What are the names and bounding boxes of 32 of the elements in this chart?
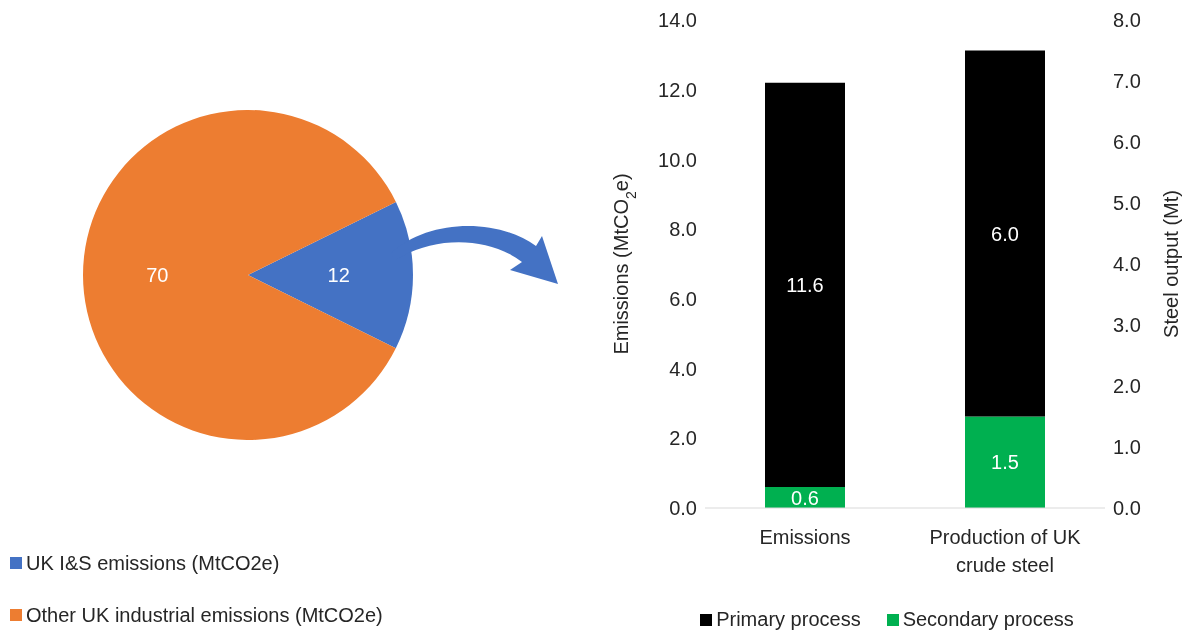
- y2-axis-title: Steel output (Mt): [1160, 190, 1182, 338]
- y-tick-label: 0.0: [669, 497, 697, 520]
- y-tick-label: 14.0: [658, 9, 697, 32]
- y-tick-label: 12.0: [658, 78, 697, 101]
- y-tick-label: 6.0: [669, 287, 697, 310]
- y2-tick-label: 2.0: [1113, 375, 1141, 398]
- y2-tick-label: 4.0: [1113, 253, 1141, 276]
- y-tick-label: 10.0: [658, 148, 697, 171]
- data-label: 0.6: [791, 486, 819, 509]
- legend-label: UK I&S emissions (MtCO2e): [26, 551, 280, 575]
- y2-tick-label: 5.0: [1113, 192, 1141, 215]
- data-label: 6.0: [991, 222, 1019, 245]
- x-tick-label: Production of UK crude steel: [929, 526, 1082, 576]
- data-label: 12: [327, 264, 350, 287]
- legend-label: Other UK industrial emissions (MtCO2e): [26, 603, 383, 627]
- y-tick-label: 2.0: [669, 427, 697, 450]
- pie-slice: [83, 110, 396, 440]
- data-label: 70: [146, 263, 169, 286]
- y2-tick-label: 0.0: [1113, 497, 1141, 520]
- y2-tick-label: 3.0: [1113, 314, 1141, 337]
- x-tick-label: Emissions: [759, 526, 851, 548]
- y2-tick-label: 6.0: [1113, 131, 1141, 154]
- y2-tick-label: 8.0: [1113, 9, 1141, 32]
- legend-label: Primary process: [716, 608, 861, 630]
- y-tick-label: 8.0: [669, 218, 697, 241]
- y-tick-label: 4.0: [669, 357, 697, 380]
- legend-label: Secondary process: [902, 608, 1074, 630]
- data-label: 11.6: [786, 273, 824, 296]
- y2-tick-label: 7.0: [1113, 70, 1141, 93]
- pie-slice: [248, 201, 413, 349]
- y2-tick-label: 1.0: [1113, 436, 1141, 459]
- data-label: 1.5: [991, 451, 1019, 474]
